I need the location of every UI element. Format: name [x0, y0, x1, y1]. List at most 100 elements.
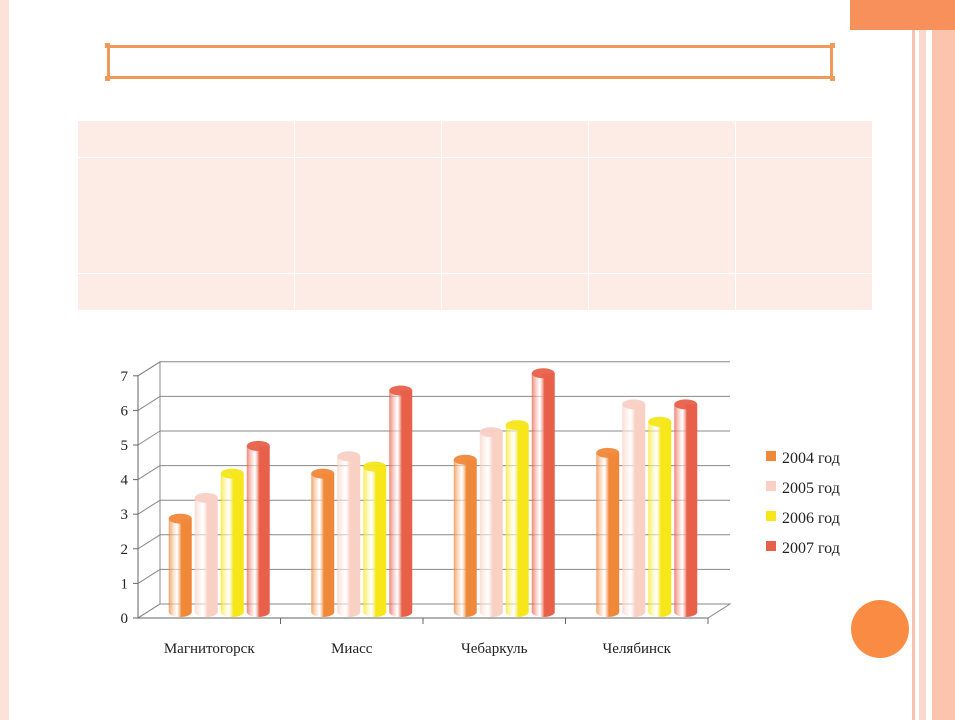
bar — [389, 385, 413, 617]
bar-body — [194, 497, 218, 617]
right-decor-line — [912, 30, 915, 720]
bar-top — [337, 451, 361, 462]
table-cell — [77, 157, 295, 274]
table-cell — [588, 120, 736, 158]
y-tick-label: 6 — [121, 403, 129, 419]
chart-axes: 0 1 2 3 4 5 6 7 Магнитогорск Миасс Чебаркуль Челяби… — [121, 369, 709, 657]
bar-top — [311, 468, 335, 479]
bar — [596, 447, 620, 617]
chart-side-wall — [137, 360, 161, 619]
table-row — [77, 120, 873, 158]
right-decor-line-2 — [919, 30, 926, 720]
bar-top — [531, 368, 555, 379]
bar — [194, 492, 218, 617]
bar-body — [337, 456, 361, 617]
y-tick-label: 1 — [121, 576, 129, 592]
resize-handle[interactable] — [830, 43, 835, 48]
bar — [220, 468, 244, 617]
bar — [363, 461, 387, 617]
y-tick-label: 7 — [121, 369, 129, 385]
bar-top — [622, 399, 646, 410]
right-decor-bar — [932, 30, 955, 720]
bar-body — [311, 473, 335, 617]
y-tick-label: 0 — [121, 611, 129, 627]
x-tick-label: Магнитогорск — [164, 641, 255, 657]
bar-body — [596, 452, 620, 617]
bar — [648, 416, 672, 617]
legend-swatch — [766, 511, 776, 521]
resize-handle[interactable] — [830, 76, 835, 81]
gridline-diagonal — [137, 568, 161, 584]
bar — [674, 399, 698, 617]
table-cell — [441, 157, 589, 274]
y-tick-label: 2 — [121, 542, 129, 558]
x-tick-label: Челябинск — [603, 641, 672, 657]
table-row — [77, 273, 873, 311]
y-tick-label: 3 — [121, 507, 129, 523]
bar — [622, 399, 646, 617]
gridline-diagonal — [137, 395, 161, 411]
bar-body — [531, 373, 555, 617]
left-decor-stripe — [0, 0, 9, 720]
right-decor-gap — [926, 30, 932, 720]
x-tick-label: Чебаркуль — [461, 641, 528, 657]
table-cell — [441, 273, 589, 311]
bar-body — [220, 473, 244, 617]
resize-handle[interactable] — [105, 43, 110, 48]
bar-top — [453, 454, 477, 465]
bar-body — [622, 404, 646, 617]
table-cell — [735, 273, 873, 311]
bar — [246, 440, 270, 617]
bar-body — [363, 466, 387, 617]
chart-legend: 2004 год 2005 год 2006 год 2007 год — [766, 450, 840, 557]
gridline-diagonal — [137, 534, 161, 550]
bar-body — [389, 390, 413, 617]
bar-body — [168, 518, 192, 617]
bar-body — [674, 404, 698, 617]
slide-title-box[interactable] — [105, 43, 835, 81]
bar-body — [246, 445, 270, 617]
bar — [479, 427, 503, 617]
gridline-diagonal — [137, 361, 161, 377]
table-row — [77, 157, 873, 274]
bar — [531, 368, 555, 617]
bar-body — [505, 425, 529, 617]
bar-top — [505, 420, 529, 431]
bar — [453, 454, 477, 617]
legend-swatch — [766, 451, 776, 461]
bar-top — [479, 427, 503, 438]
bar-top — [220, 468, 244, 479]
y-tick-label: 4 — [121, 473, 129, 489]
bar — [505, 420, 529, 617]
orange-circle-decor — [851, 600, 909, 658]
x-tick-label: Миасс — [331, 641, 373, 657]
bar — [311, 468, 335, 617]
bar-top — [168, 513, 192, 524]
bar-top — [596, 447, 620, 458]
bar-top — [674, 399, 698, 410]
bar-top — [389, 385, 413, 396]
bar-top — [246, 440, 270, 451]
bar-chart: 0 1 2 3 4 5 6 7 Магнитогорск Миасс Чебаркуль Челяби… — [121, 360, 840, 657]
bar-body — [648, 421, 672, 617]
resize-handle[interactable] — [105, 76, 110, 81]
legend-swatch — [766, 481, 776, 491]
bar-top — [648, 416, 672, 427]
table-cell — [77, 273, 295, 311]
bar — [337, 451, 361, 617]
bar-body — [479, 432, 503, 617]
gridline-diagonal — [137, 465, 161, 481]
table-cell — [735, 120, 873, 158]
table-cell — [588, 273, 736, 311]
bar-top — [194, 492, 218, 503]
table-cell — [735, 157, 873, 274]
legend-label: 2007 год — [782, 540, 840, 557]
chart-bars — [168, 368, 698, 617]
bar-body — [453, 459, 477, 617]
table-cell — [588, 157, 736, 274]
table-cell — [294, 157, 442, 274]
top-corner-tab — [850, 0, 955, 30]
legend-label: 2005 год — [782, 480, 840, 497]
gridline-diagonal — [137, 499, 161, 515]
data-table — [77, 120, 873, 311]
